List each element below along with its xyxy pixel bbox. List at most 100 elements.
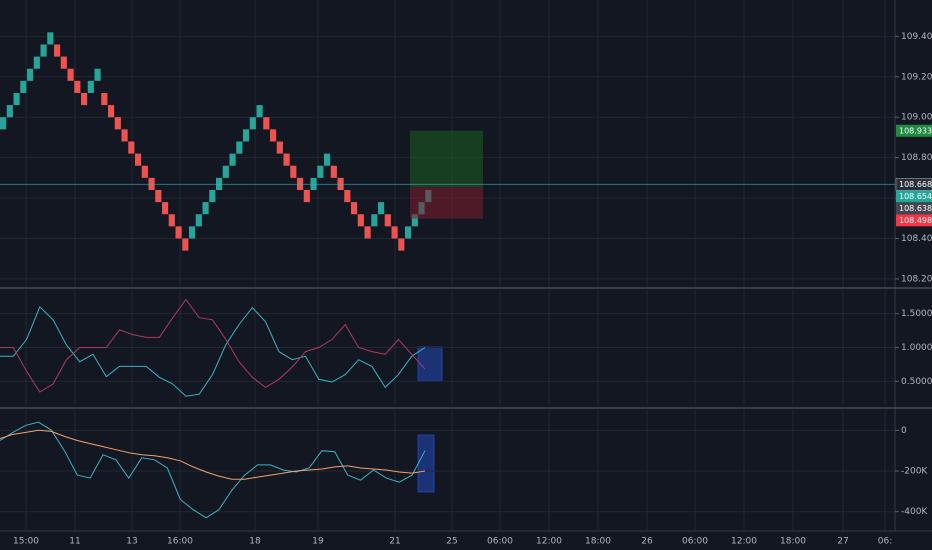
x-tick-label: 12:00 (536, 537, 562, 547)
renko-brick (33, 56, 40, 69)
renko-brick (60, 56, 67, 69)
indicator-line (0, 306, 426, 397)
price-label: 108.654 (899, 192, 932, 201)
renko-brick (270, 129, 277, 142)
price-label: 108.638 (899, 204, 932, 213)
price-label: 108.668 (899, 180, 932, 189)
renko-brick (317, 165, 324, 178)
renko-brick (67, 68, 74, 81)
renko-brick (364, 226, 371, 239)
renko-brick (243, 129, 250, 142)
y-tick-label: 1.0000 (901, 343, 932, 353)
renko-brick (189, 226, 196, 239)
renko-brick (141, 165, 148, 178)
y-tick-label: 108.400 (901, 234, 932, 244)
y-tick-label: 1.5000 (901, 309, 932, 319)
renko-brick (121, 129, 128, 142)
renko-brick (229, 153, 236, 166)
renko-brick (202, 202, 209, 215)
renko-brick (195, 214, 202, 227)
renko-brick (276, 141, 283, 154)
y-tick-label: 108.800 (901, 153, 932, 163)
x-tick-label: 15:00 (13, 537, 39, 547)
renko-brick (168, 214, 175, 227)
renko-brick (13, 92, 20, 106)
renko-brick (351, 202, 358, 215)
renko-brick (135, 153, 142, 166)
renko-brick (162, 202, 169, 215)
renko-brick (54, 44, 61, 57)
renko-brick (148, 177, 155, 190)
renko-brick (94, 68, 101, 81)
price-label: 108.933 (899, 126, 932, 135)
renko-brick (371, 214, 378, 227)
x-tick-label: 18 (249, 537, 261, 547)
x-tick-label: 26 (641, 537, 653, 547)
renko-brick (303, 189, 310, 203)
y-tick-label: -400K (901, 507, 928, 517)
renko-brick (263, 117, 270, 130)
x-tick-label: 21 (389, 537, 400, 547)
y-tick-label: -200K (901, 467, 928, 477)
renko-brick (398, 238, 405, 251)
y-tick-label: 109.000 (901, 113, 932, 123)
renko-brick (216, 177, 223, 190)
take-profit-zone (410, 130, 483, 188)
price-label-box (896, 124, 932, 137)
renko-brick (114, 117, 121, 130)
price-label-box (896, 190, 932, 203)
x-tick-label: 06:00 (682, 537, 708, 547)
renko-brick (175, 226, 182, 239)
renko-brick (283, 153, 290, 166)
renko-brick (6, 105, 13, 118)
renko-brick (128, 141, 135, 154)
highlight-box (417, 434, 435, 493)
x-tick-label: 19 (312, 537, 324, 547)
x-tick-label: 06: (878, 537, 892, 547)
x-tick-label: 11 (69, 537, 80, 547)
x-tick-label: 18:00 (585, 537, 611, 547)
y-tick-label: 0.5000 (901, 377, 932, 387)
renko-brick (155, 189, 162, 203)
renko-brick (108, 105, 115, 118)
price-label-box (896, 214, 932, 227)
renko-brick (222, 165, 229, 178)
indicator-line (0, 429, 426, 480)
renko-brick (290, 165, 297, 178)
renko-brick (101, 92, 108, 106)
renko-brick (87, 80, 94, 93)
renko-brick (384, 214, 391, 227)
renko-brick (0, 117, 7, 130)
renko-brick (209, 189, 216, 203)
renko-brick (20, 80, 27, 93)
y-tick-label: 109.400 (901, 32, 932, 42)
renko-brick (81, 92, 88, 106)
renko-brick (40, 44, 47, 57)
renko-brick (236, 141, 243, 154)
x-tick-label: 25 (446, 537, 457, 547)
renko-brick (391, 226, 398, 239)
price-label-box (896, 202, 932, 215)
y-tick-label: 0 (901, 426, 907, 436)
x-tick-label: 18:00 (780, 537, 806, 547)
renko-brick (182, 238, 189, 251)
renko-brick (27, 68, 34, 81)
price-label: 108.498 (899, 216, 932, 225)
indicator-line (0, 298, 426, 393)
renko-brick (357, 214, 364, 227)
renko-brick (378, 202, 385, 215)
renko-brick (337, 177, 344, 190)
renko-brick (411, 214, 418, 227)
x-tick-label: 13 (126, 537, 137, 547)
renko-brick (297, 177, 304, 190)
renko-brick (310, 177, 317, 190)
x-tick-label: 12:00 (731, 537, 757, 547)
y-tick-label: 109.200 (901, 72, 932, 82)
renko-brick (256, 105, 263, 118)
highlight-box (417, 346, 443, 382)
renko-brick (330, 165, 337, 178)
x-tick-label: 27 (837, 537, 848, 547)
y-tick-label: 108.200 (901, 274, 932, 284)
